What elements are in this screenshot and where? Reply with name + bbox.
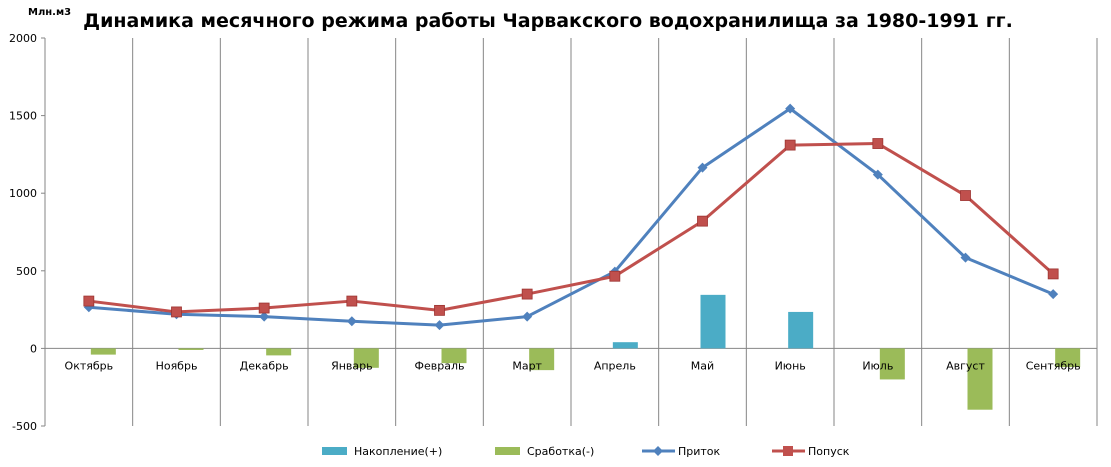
y-tick-label: 500: [16, 265, 37, 278]
data-point-inflow: [1048, 289, 1059, 300]
data-point-release: [346, 295, 358, 307]
y-tick-label: 0: [30, 342, 37, 355]
data-point-release: [434, 304, 445, 316]
data-point-inflow: [346, 316, 357, 327]
series-line-inflow: [88, 107, 1054, 327]
y-tick-label: 2000: [9, 32, 37, 45]
plot-area: -500 0 500 1000 1500 2000 Октябрь Ноябрь Декабрь…: [9, 32, 1098, 433]
bar-drawdown: [353, 348, 379, 368]
data-point-release: [872, 138, 884, 149]
data-point-release: [609, 270, 621, 282]
legend: Накопление(+) Сработка(-) Приток Попуск: [322, 445, 850, 458]
data-point-release: [784, 139, 796, 151]
y-tick-label: -500: [12, 420, 37, 433]
bar-accumulation: [788, 311, 814, 349]
chart-title: Динамика месячного режима работы Чарвакс…: [83, 10, 1013, 32]
category-label: Август: [946, 359, 985, 372]
legend-label: Накопление(+): [354, 445, 442, 458]
category-label: Декабрь: [240, 359, 289, 372]
bar-drawdown: [1055, 348, 1081, 368]
data-point-inflow: [785, 103, 796, 114]
y-tick-label: 1500: [9, 110, 37, 123]
category-label: Февраль: [415, 359, 465, 372]
bar-drawdown: [967, 348, 993, 410]
y-tick-label: 1000: [9, 187, 37, 200]
legend-label: Приток: [678, 445, 721, 458]
data-point-release: [960, 190, 971, 201]
category-label: Март: [512, 359, 542, 372]
data-point-inflow: [697, 162, 708, 173]
category-label: Май: [691, 359, 714, 372]
data-point-inflow: [872, 169, 883, 180]
data-point-release: [521, 288, 533, 300]
data-point-release: [171, 306, 182, 318]
bar-drawdown: [178, 348, 204, 350]
bar-accumulation: [612, 342, 638, 349]
legend-marker: [653, 446, 663, 456]
bar-drawdown: [266, 348, 292, 356]
bar-drawdown: [529, 348, 555, 371]
bar-accumulation: [700, 294, 726, 349]
category-label: Июнь: [775, 359, 806, 372]
data-point-inflow: [434, 320, 445, 331]
data-point-inflow: [522, 311, 533, 322]
category-label: Апрель: [594, 359, 636, 372]
bar-drawdown: [441, 348, 467, 364]
data-point-release: [697, 215, 708, 227]
category-label: Январь: [331, 359, 373, 372]
category-label: Июль: [862, 359, 893, 372]
bar-drawdown: [90, 348, 116, 355]
bar-drawdown: [879, 348, 905, 380]
data-point-inflow: [259, 311, 270, 322]
y-axis-unit-label: Млн.м3: [28, 7, 71, 18]
legend-swatch: [322, 447, 347, 455]
category-label: Ноябрь: [156, 359, 198, 372]
legend-marker: [783, 446, 793, 456]
legend-swatch: [495, 447, 520, 455]
legend-label: Попуск: [808, 445, 850, 458]
data-point-release: [258, 302, 270, 314]
data-point-inflow: [960, 252, 971, 263]
data-point-release: [1047, 268, 1059, 280]
data-point-release: [83, 295, 95, 307]
category-label: Сентябрь: [1026, 359, 1081, 372]
category-label: Октябрь: [65, 359, 114, 372]
legend-label: Сработка(-): [527, 445, 594, 458]
series-line-release: [88, 142, 1055, 314]
